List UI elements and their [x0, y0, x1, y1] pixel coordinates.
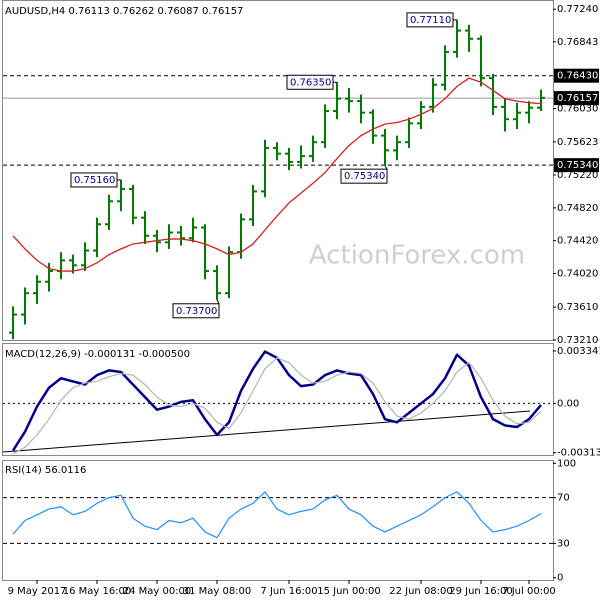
level-label-box [554, 158, 599, 173]
rsi-title: RSI(14) 56.0116 [5, 465, 86, 476]
y-tick-label: 0.73610 [557, 302, 598, 313]
x-tick-label: 15 Jun 00:00 [317, 586, 381, 597]
annotation-box [406, 12, 454, 28]
series-line [12, 491, 542, 539]
y-tick-label: 0.76030 [557, 104, 598, 115]
y-tick-label: 0.74420 [557, 236, 598, 247]
annotation-leader [384, 164, 388, 170]
watermark: ActionForex.com [309, 241, 525, 271]
y-tick-label: 0.00 [557, 398, 579, 409]
level-label-box [554, 68, 599, 83]
x-tick-label: 9 May 2017 [8, 586, 67, 597]
annotation-label: 0.75160 [74, 175, 115, 186]
x-tick-label: 22 Jun 08:00 [389, 586, 453, 597]
level-label: 0.76157 [557, 93, 598, 104]
macd-panel [2, 343, 554, 456]
x-tick-label: 7 Jul 00:00 [502, 586, 556, 597]
annotation-label: 0.73700 [176, 306, 217, 317]
annotation-box [172, 303, 220, 319]
y-tick-label: 0 [557, 573, 563, 584]
x-tick-label: 16 May 16:00 [63, 586, 132, 597]
level-label: 0.75340 [557, 160, 598, 171]
y-tick-label: 70 [557, 493, 570, 504]
y-tick-label: 30 [557, 538, 570, 549]
y-tick-label: 0.76843 [557, 37, 598, 48]
annotation-label: 0.75340 [344, 171, 385, 182]
y-tick-label: 0.74820 [557, 203, 598, 214]
annotation-label: 0.77110 [410, 15, 451, 26]
annotation-box [70, 172, 118, 188]
y-tick-label: 0.75623 [557, 137, 598, 148]
macd-title: MACD(12,26,9) -0.000131 -0.000500 [5, 349, 190, 360]
annotation-leader [216, 299, 220, 305]
x-tick-label: 31 May 08:00 [183, 586, 252, 597]
y-tick-label: 0.73210 [557, 335, 598, 346]
y-tick-label: 0.77240 [557, 4, 598, 15]
x-tick-label: 7 Jun 16:00 [260, 586, 317, 597]
annotation-label: 0.76350 [290, 77, 331, 88]
series-line [12, 77, 542, 272]
y-tick-label: 0.003341 [557, 346, 600, 357]
y-tick-label: -0.003134 [557, 448, 600, 459]
price-title: AUDUSD,H4 0.76113 0.76262 0.76087 0.7615… [5, 6, 243, 17]
annotation-box [340, 168, 388, 184]
y-tick-label: 0.74020 [557, 269, 598, 280]
macd-trendline [2, 410, 531, 453]
series-line [12, 357, 542, 455]
y-tick-label: 100 [557, 458, 576, 469]
rsi-panel [2, 460, 554, 581]
price-panel [2, 0, 554, 341]
level-label-box [554, 91, 599, 106]
x-tick-label: 29 Jun 16:00 [449, 586, 513, 597]
y-tick-label: 0.75220 [557, 170, 598, 181]
annotation-box [286, 74, 334, 90]
x-tick-label: 24 May 00:00 [123, 586, 192, 597]
level-label: 0.76430 [557, 71, 598, 82]
